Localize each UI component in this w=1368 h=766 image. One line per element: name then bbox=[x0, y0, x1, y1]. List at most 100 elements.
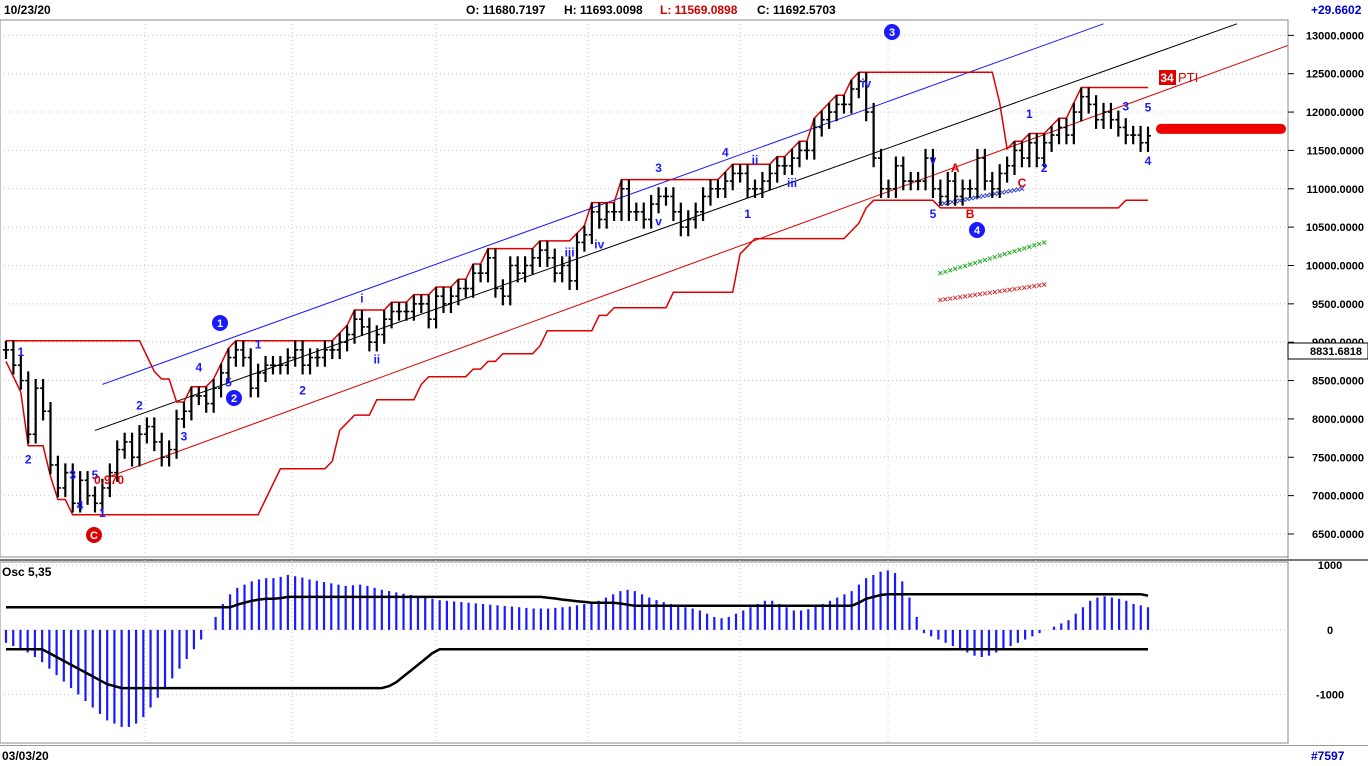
price-bar bbox=[662, 187, 669, 206]
price-bar bbox=[840, 95, 847, 114]
projection-cross bbox=[980, 193, 986, 199]
projection-cross bbox=[992, 289, 998, 295]
osc-tick-label: -1000 bbox=[1316, 690, 1344, 702]
marker-value-box bbox=[1287, 342, 1368, 360]
wave-label: B bbox=[966, 207, 975, 221]
price-bar bbox=[514, 256, 521, 283]
price-bar bbox=[1145, 126, 1151, 152]
support-step-line bbox=[5, 199, 1148, 516]
price-bar bbox=[77, 471, 84, 513]
price-bar bbox=[232, 340, 239, 367]
wave-label: ii bbox=[373, 353, 380, 367]
wave-label: 2 bbox=[136, 399, 143, 413]
wave-label: iii bbox=[787, 176, 797, 190]
price-bar bbox=[1070, 102, 1077, 145]
projection-cross bbox=[1031, 283, 1037, 289]
price-bar bbox=[129, 432, 136, 467]
price-bar bbox=[996, 164, 1003, 198]
price-bar bbox=[870, 102, 877, 168]
price-bar bbox=[529, 248, 536, 275]
price-bar bbox=[218, 363, 225, 398]
price-bar bbox=[403, 302, 410, 321]
price-bar bbox=[262, 356, 269, 383]
wave-label: 4 bbox=[722, 146, 729, 160]
wave-label: C bbox=[1018, 176, 1027, 190]
price-bar bbox=[299, 340, 306, 375]
price-bar bbox=[462, 279, 469, 298]
wave-label: iii bbox=[565, 245, 575, 259]
projection-cross bbox=[1041, 282, 1047, 288]
projection-cross bbox=[967, 262, 973, 267]
price-bar bbox=[722, 171, 729, 198]
price-bar bbox=[62, 463, 69, 498]
oscillator-panel: Osc 5,35 1000 0 -1000 bbox=[2, 560, 1344, 727]
wave-label: 3 bbox=[181, 429, 188, 443]
price-bar bbox=[329, 340, 336, 360]
price-bar bbox=[447, 286, 454, 314]
price-bar bbox=[737, 164, 744, 183]
channel-lower-line bbox=[109, 31, 1327, 477]
price-bar bbox=[477, 263, 484, 283]
projection-cross bbox=[942, 296, 948, 302]
price-bar bbox=[1078, 87, 1085, 122]
projection-cross bbox=[942, 269, 948, 275]
marker-value: 8831.6818 bbox=[1310, 346, 1362, 358]
price-bar bbox=[759, 171, 766, 198]
projection-cross bbox=[1015, 187, 1021, 192]
price-bar bbox=[863, 72, 870, 122]
price-bar bbox=[166, 440, 173, 467]
osc-tick-label: 0 bbox=[1327, 625, 1333, 637]
price-bar bbox=[811, 118, 818, 160]
price-bar bbox=[225, 348, 232, 383]
price-bar bbox=[885, 179, 892, 198]
price-bar bbox=[855, 72, 862, 99]
price-bar bbox=[106, 463, 113, 498]
price-bar bbox=[803, 141, 810, 160]
channel-upper-line bbox=[102, 23, 1104, 385]
price-bar bbox=[818, 110, 825, 137]
price-bar bbox=[136, 425, 143, 467]
label-circle bbox=[226, 390, 242, 406]
price-bar bbox=[240, 340, 247, 367]
projection-cross bbox=[952, 295, 958, 301]
price-bar bbox=[99, 478, 106, 513]
price-bar bbox=[410, 294, 417, 321]
price-bar bbox=[789, 148, 796, 175]
wave-label: i bbox=[360, 291, 363, 305]
price-bar bbox=[915, 171, 922, 191]
circle-text: 2 bbox=[231, 393, 237, 405]
price-bar bbox=[848, 79, 855, 114]
price-bar bbox=[314, 348, 321, 367]
price-bar bbox=[143, 417, 150, 444]
price-bar bbox=[1063, 118, 1070, 145]
price-bar bbox=[744, 164, 751, 198]
projection-cross bbox=[1012, 286, 1017, 292]
price-bar bbox=[625, 179, 632, 221]
price-bar bbox=[796, 141, 803, 168]
close-value: C: 11692.5703 bbox=[757, 3, 836, 17]
price-bar bbox=[373, 325, 380, 352]
osc-upper-envelope bbox=[6, 592, 1149, 609]
price-bar bbox=[751, 179, 758, 198]
price-bar bbox=[618, 179, 625, 221]
price-panel bbox=[0, 19, 1289, 558]
wave-labels: 123451234512iiiiiiiv3v41iiiiiiv5vBAC1234… bbox=[17, 24, 1198, 543]
wave-label: 2 bbox=[299, 383, 306, 397]
price-bar bbox=[648, 194, 655, 229]
wave-label: 3 bbox=[69, 468, 76, 482]
price-bar bbox=[1115, 110, 1122, 137]
price-bar bbox=[729, 164, 736, 191]
price-bar bbox=[907, 171, 914, 191]
price-bar bbox=[210, 379, 217, 413]
date-label: 10/23/20 bbox=[4, 3, 51, 17]
projection-cross bbox=[965, 196, 970, 202]
wave-label: 5 bbox=[92, 468, 99, 482]
circled-wave-label: 3 bbox=[884, 24, 900, 40]
price-bar bbox=[596, 202, 603, 229]
price-bar bbox=[351, 309, 358, 344]
projection-cross bbox=[1031, 243, 1037, 248]
price-bar bbox=[692, 202, 699, 229]
circled-wave-label: C bbox=[86, 527, 102, 543]
price-bar bbox=[633, 202, 640, 221]
